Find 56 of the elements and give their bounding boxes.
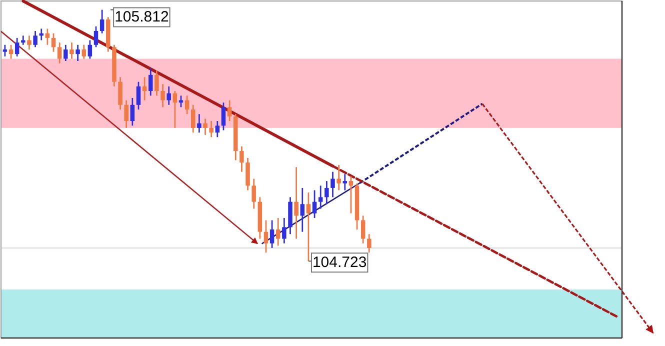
candlestick — [27, 34, 32, 50]
candlestick — [148, 67, 153, 96]
candlestick — [8, 44, 14, 60]
candlestick — [172, 90, 178, 129]
candlestick — [51, 32, 56, 52]
candlestick — [33, 30, 38, 48]
candlestick — [306, 192, 311, 262]
candlestick — [45, 28, 50, 46]
candlestick — [300, 187, 305, 233]
candlestick — [330, 171, 335, 198]
candlestick — [94, 26, 98, 48]
candlestick — [64, 44, 68, 62]
candlestick — [342, 173, 348, 191]
candlestick — [39, 28, 44, 41]
candlestick — [294, 166, 298, 240]
candlestick — [21, 34, 26, 46]
candlestick — [70, 42, 74, 60]
candlestick — [57, 42, 62, 64]
candlestick — [142, 76, 147, 101]
candlestick — [227, 100, 232, 122]
candlestick — [154, 70, 159, 96]
candlestick — [360, 214, 366, 244]
candlestick — [240, 146, 244, 173]
candlestick — [88, 40, 92, 60]
candlestick — [336, 164, 341, 191]
annotation: 105.812 — [114, 8, 169, 26]
candlestick — [264, 220, 268, 254]
candlestick — [197, 113, 202, 134]
candlestick — [124, 100, 128, 129]
candlestick — [130, 97, 135, 126]
annotation: 104.723 — [312, 254, 367, 272]
candlestick — [184, 94, 190, 115]
candlestick — [215, 120, 220, 138]
candlestick — [191, 104, 196, 134]
candlestick — [118, 76, 122, 110]
candlestick — [14, 37, 20, 58]
candlestick — [221, 102, 226, 131]
candlestick — [209, 120, 214, 138]
candlestick — [82, 44, 86, 60]
candlestick — [270, 220, 274, 249]
candlestick — [348, 176, 354, 214]
candlestick — [282, 217, 286, 244]
candlestick — [2, 44, 8, 58]
candlestick — [203, 118, 208, 136]
candlestick — [324, 180, 329, 205]
candlestick — [367, 233, 372, 254]
candlestick — [166, 86, 171, 106]
candlestick — [160, 83, 165, 108]
candlestick — [312, 190, 317, 219]
candlestick — [276, 217, 280, 246]
candlestick — [76, 44, 80, 62]
candlestick — [100, 9, 104, 34]
candlestick — [246, 157, 250, 191]
candlestick — [318, 184, 323, 210]
candlestick — [136, 81, 141, 110]
candlestick — [252, 178, 256, 210]
